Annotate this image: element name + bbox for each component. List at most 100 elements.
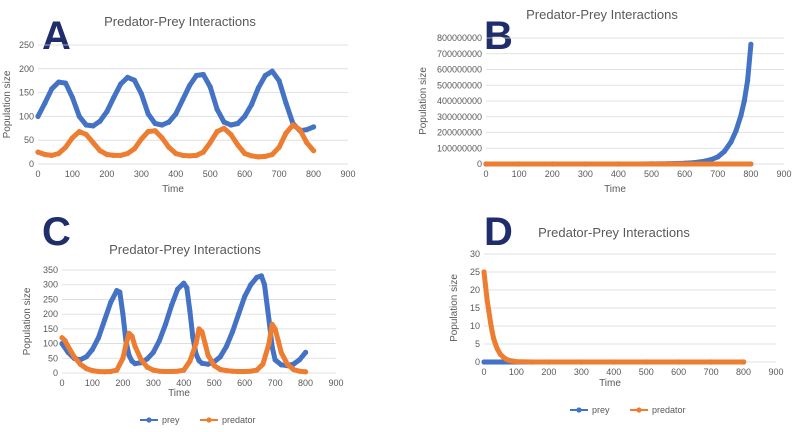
data-point xyxy=(486,309,492,315)
data-point xyxy=(296,357,303,363)
chart-title: Predator-Prey Interactions xyxy=(104,14,256,29)
data-point xyxy=(63,144,69,150)
data-point xyxy=(236,368,242,375)
data-point xyxy=(180,152,186,158)
legend-swatch-marker xyxy=(146,417,152,423)
y-tick-label: 800000000 xyxy=(437,33,482,43)
data-point xyxy=(721,148,728,154)
data-point xyxy=(260,361,266,367)
y-tick-label: 50 xyxy=(24,135,34,145)
y-tick-label: 250 xyxy=(43,294,58,304)
data-point xyxy=(236,311,242,317)
data-point xyxy=(643,359,649,365)
data-point xyxy=(156,338,162,344)
panel-letter-d: D xyxy=(484,210,513,254)
data-point xyxy=(193,152,199,158)
data-point xyxy=(276,78,282,84)
data-point xyxy=(118,152,124,158)
series-prey xyxy=(59,273,309,369)
data-point xyxy=(49,152,55,158)
series-predator xyxy=(481,269,747,365)
data-point xyxy=(152,128,158,134)
data-point xyxy=(145,111,151,117)
x-tick-label: 700 xyxy=(268,378,283,388)
data-point xyxy=(530,359,536,365)
x-tick-label: 800 xyxy=(306,169,321,179)
data-point xyxy=(76,129,82,135)
data-point xyxy=(187,153,193,159)
legend-label-predator: predator xyxy=(222,415,256,425)
data-point xyxy=(108,299,114,305)
data-point xyxy=(262,72,268,79)
data-point xyxy=(242,150,248,157)
data-point xyxy=(111,152,117,158)
data-point xyxy=(152,120,158,127)
data-point xyxy=(42,100,48,106)
x-tick-label: 300 xyxy=(574,367,589,377)
data-point xyxy=(272,326,278,332)
data-point xyxy=(77,361,83,367)
data-point xyxy=(129,333,135,339)
data-point xyxy=(297,127,303,133)
data-point xyxy=(214,106,220,112)
data-point xyxy=(187,358,193,364)
x-tick-label: 900 xyxy=(776,169,791,179)
chart-title: Predator-Prey Interactions xyxy=(526,7,678,22)
data-point xyxy=(111,94,117,100)
data-point xyxy=(491,336,497,342)
data-point xyxy=(303,349,309,355)
data-point xyxy=(144,364,150,370)
data-point xyxy=(223,343,229,350)
y-axis-title: Population size xyxy=(418,67,429,135)
data-point xyxy=(221,125,227,131)
y-tick-label: 300 xyxy=(43,280,58,290)
data-point xyxy=(217,366,223,373)
data-point xyxy=(90,140,96,146)
x-axis-title: Time xyxy=(604,184,626,195)
data-point xyxy=(69,94,75,100)
panel-letter-a: A xyxy=(42,14,71,58)
data-point xyxy=(513,359,520,365)
x-tick-label: 900 xyxy=(328,378,343,388)
data-point xyxy=(117,289,123,295)
y-tick-label: 150 xyxy=(43,324,58,334)
data-point xyxy=(494,345,500,351)
x-tick-label: 600 xyxy=(677,169,692,179)
data-point xyxy=(715,154,721,160)
data-point xyxy=(682,161,688,167)
data-point xyxy=(83,131,89,138)
data-point xyxy=(169,302,175,308)
x-tick-label: 600 xyxy=(671,367,686,377)
data-point xyxy=(193,341,199,347)
data-point xyxy=(290,366,296,373)
data-point xyxy=(229,329,236,335)
panel-letter-b: B xyxy=(484,14,513,58)
y-tick-label: 5 xyxy=(475,339,480,349)
x-tick-label: 600 xyxy=(237,169,252,179)
data-point xyxy=(708,157,714,163)
data-point xyxy=(284,361,290,367)
legend-label-prey: prey xyxy=(592,405,610,415)
y-tick-label: 400000000 xyxy=(437,96,482,106)
data-point xyxy=(269,151,275,158)
data-point xyxy=(269,321,275,327)
data-point xyxy=(97,148,103,154)
x-tick-label: 700 xyxy=(272,169,287,179)
data-point xyxy=(207,84,213,90)
data-point xyxy=(42,151,48,158)
x-tick-label: 400 xyxy=(611,169,626,179)
data-point xyxy=(104,109,110,115)
y-tick-label: 25 xyxy=(470,267,480,277)
x-tick-label: 700 xyxy=(704,367,719,377)
data-point xyxy=(304,140,310,146)
data-point xyxy=(249,153,255,159)
data-point xyxy=(56,150,62,157)
x-tick-label: 200 xyxy=(541,367,556,377)
panel-letter-c: C xyxy=(42,210,71,254)
data-point xyxy=(166,119,172,125)
x-tick-label: 100 xyxy=(509,367,524,377)
data-point xyxy=(150,367,156,373)
data-point xyxy=(102,317,108,323)
data-point xyxy=(275,338,281,344)
